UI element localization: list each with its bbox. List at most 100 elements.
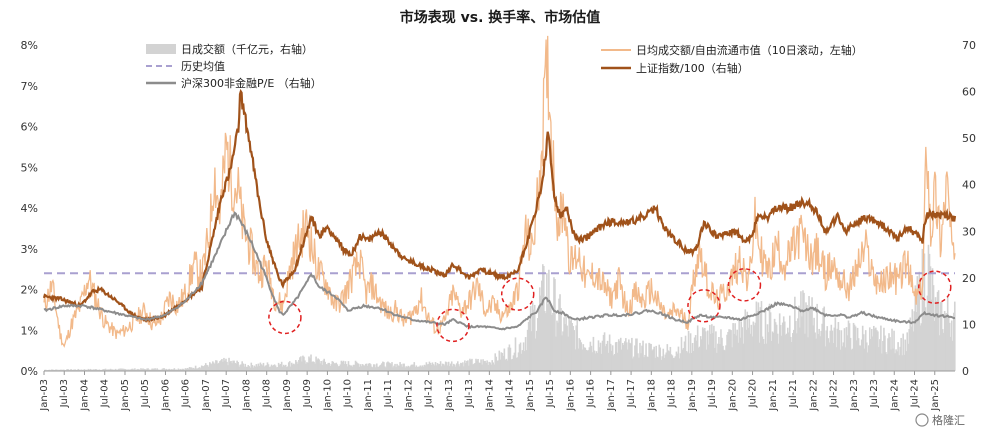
volume-bar [703,327,706,371]
volume-bar [170,369,173,371]
volume-bar [311,361,313,371]
volume-bar [890,349,892,371]
volume-bar [760,301,763,371]
volume-bar [845,327,848,371]
volume-bar [386,362,388,371]
volume-bar [388,362,390,371]
volume-bar [318,359,320,371]
volume-bar [403,363,405,371]
volume-bar [83,369,86,371]
x-tick-label: Jan-04 [79,379,90,412]
volume-bar [821,323,823,371]
volume-bar [312,361,314,371]
x-tick-label: Jul-10 [343,379,354,408]
highlight-circles [268,268,952,343]
volume-bar [456,361,459,371]
turnover-series-line [43,35,956,348]
volume-bar [615,341,618,371]
volume-bar [634,345,636,371]
volume-bar [779,325,782,371]
volume-bar [642,340,644,371]
volume-bar [692,351,695,371]
volume-bar [713,325,715,371]
volume-bar [488,361,490,371]
volume-bar [697,347,700,371]
volume-bar [851,348,854,371]
volume-bar [184,368,187,371]
volume-bar [801,316,803,371]
volume-bar [411,364,414,371]
volume-bar [444,361,447,371]
volume-bar [125,369,128,371]
volume-bar [710,333,712,371]
volume-bar [747,327,750,371]
volume-bar [226,361,228,371]
volume-bar [919,325,922,371]
volume-bar [56,369,58,371]
volume-bar [327,362,330,371]
volume-bar [144,369,146,371]
volume-bar [261,365,264,371]
volume-bar [339,364,342,371]
volume-bar [302,355,304,371]
volume-bar [694,335,697,371]
volume-bar [413,362,416,371]
volume-bar [223,357,225,371]
volume-bar [481,364,483,371]
volume-bar [907,343,910,371]
volume-bar [601,340,604,371]
volume-bar [945,313,948,371]
volume-bar [163,368,166,371]
volume-bar [509,347,512,371]
volume-bar [597,340,600,371]
volume-bar [688,353,691,371]
volume-bar [485,362,487,371]
volume-bar [595,351,598,371]
legend-index-label: 上证指数/100（右轴） [636,61,749,75]
volume-bar [754,322,757,371]
volume-bar [161,368,164,371]
volume-bar [728,329,730,371]
volume-bar [700,339,703,371]
volume-bar [137,368,139,371]
volume-bar [480,359,482,371]
volume-bar [805,302,807,371]
volume-bar [200,365,203,371]
volume-bar [583,347,586,371]
volume-bar [257,363,260,371]
volume-bar [219,361,221,371]
volume-bar [737,342,739,371]
volume-bar [577,348,580,371]
volume-bar [869,338,872,371]
x-tick-label: Jan-13 [444,379,455,412]
volume-bar [752,321,755,371]
volume-bar [611,345,614,371]
volume-bar [630,343,632,371]
volume-bar [590,345,593,371]
volume-bar [345,364,348,371]
volume-bar [665,352,668,371]
volume-bar [632,358,634,371]
volume-bar [355,361,358,371]
volume-bar [376,363,378,371]
volume-bar [649,343,651,371]
volume-bar [143,368,145,371]
volume-bar [681,349,684,371]
volume-bar [810,305,812,371]
volume-bar [936,291,939,371]
volume-bar [625,338,627,371]
volume-bar [662,348,665,371]
volume-bar [941,329,944,371]
volume-bar [944,313,947,371]
volume-bar [192,367,195,371]
volume-bar [77,368,80,371]
volume-bar [189,367,192,371]
volume-bar [320,360,322,371]
volume-bar [637,353,639,371]
volume-bar [576,319,579,371]
volume-bar [702,328,705,371]
volume-bar [712,333,714,371]
volume-bar [405,366,407,371]
volume-bar [412,364,415,371]
